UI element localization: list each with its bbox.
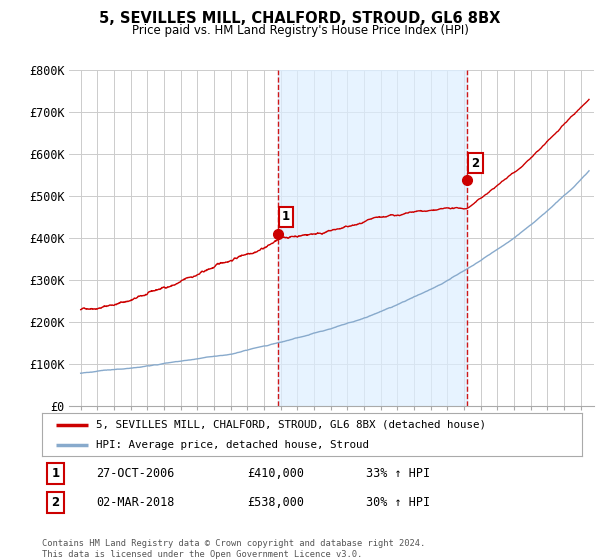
- Text: £538,000: £538,000: [247, 496, 304, 509]
- Text: 5, SEVILLES MILL, CHALFORD, STROUD, GL6 8BX: 5, SEVILLES MILL, CHALFORD, STROUD, GL6 …: [100, 11, 500, 26]
- Text: 1: 1: [282, 211, 290, 223]
- Text: 5, SEVILLES MILL, CHALFORD, STROUD, GL6 8BX (detached house): 5, SEVILLES MILL, CHALFORD, STROUD, GL6 …: [96, 420, 486, 430]
- Text: 33% ↑ HPI: 33% ↑ HPI: [366, 467, 430, 480]
- Text: Contains HM Land Registry data © Crown copyright and database right 2024.
This d: Contains HM Land Registry data © Crown c…: [42, 539, 425, 559]
- Text: 02-MAR-2018: 02-MAR-2018: [96, 496, 175, 509]
- Text: 27-OCT-2006: 27-OCT-2006: [96, 467, 175, 480]
- Text: HPI: Average price, detached house, Stroud: HPI: Average price, detached house, Stro…: [96, 440, 369, 450]
- Text: 2: 2: [471, 157, 479, 170]
- Text: 30% ↑ HPI: 30% ↑ HPI: [366, 496, 430, 509]
- Bar: [278, 70, 467, 406]
- Text: 2: 2: [52, 496, 59, 509]
- Text: 1: 1: [52, 467, 59, 480]
- Text: Price paid vs. HM Land Registry's House Price Index (HPI): Price paid vs. HM Land Registry's House …: [131, 24, 469, 36]
- Text: £410,000: £410,000: [247, 467, 304, 480]
